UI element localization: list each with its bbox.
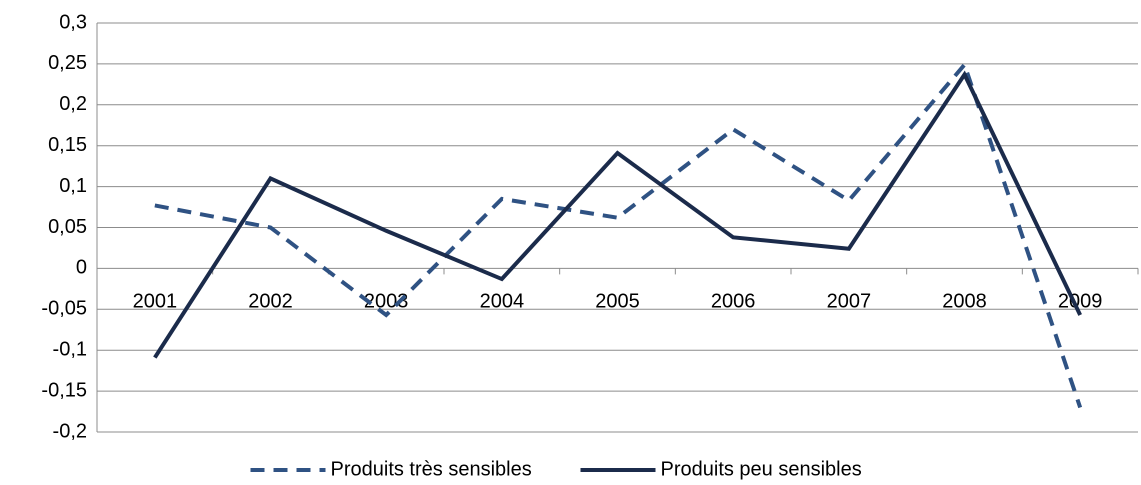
x-tick-label: 2009: [1058, 291, 1103, 313]
x-tick-label: 2003: [364, 291, 409, 313]
series-line: [154, 60, 1083, 409]
x-tick-label: 2001: [133, 291, 178, 313]
y-tick-label: 0: [76, 257, 87, 279]
y-tick-label: 0,1: [59, 175, 87, 197]
y-tick-label: -0,15: [41, 379, 87, 401]
y-tick-label: 0,3: [59, 11, 87, 33]
x-tick-label: 2005: [595, 291, 640, 313]
x-tick-label: 2004: [480, 291, 525, 313]
legend-label: Produits très sensibles: [331, 458, 532, 480]
y-tick-label: -0,1: [53, 338, 87, 360]
y-tick-label: -0,2: [53, 420, 87, 442]
x-tick-label: 2002: [248, 291, 293, 313]
y-tick-label: 0,05: [48, 216, 87, 238]
x-tick-label: 2007: [827, 291, 872, 313]
x-tick-label: 2006: [711, 291, 756, 313]
y-tick-label: 0,2: [59, 93, 87, 115]
y-tick-label: 0,25: [48, 52, 87, 74]
y-tick-label: -0,05: [41, 298, 87, 320]
series-line: [153, 70, 1082, 359]
x-tick-label: 2008: [942, 291, 987, 313]
y-tick-label: 0,15: [48, 134, 87, 156]
legend-label: Produits peu sensibles: [661, 458, 862, 480]
